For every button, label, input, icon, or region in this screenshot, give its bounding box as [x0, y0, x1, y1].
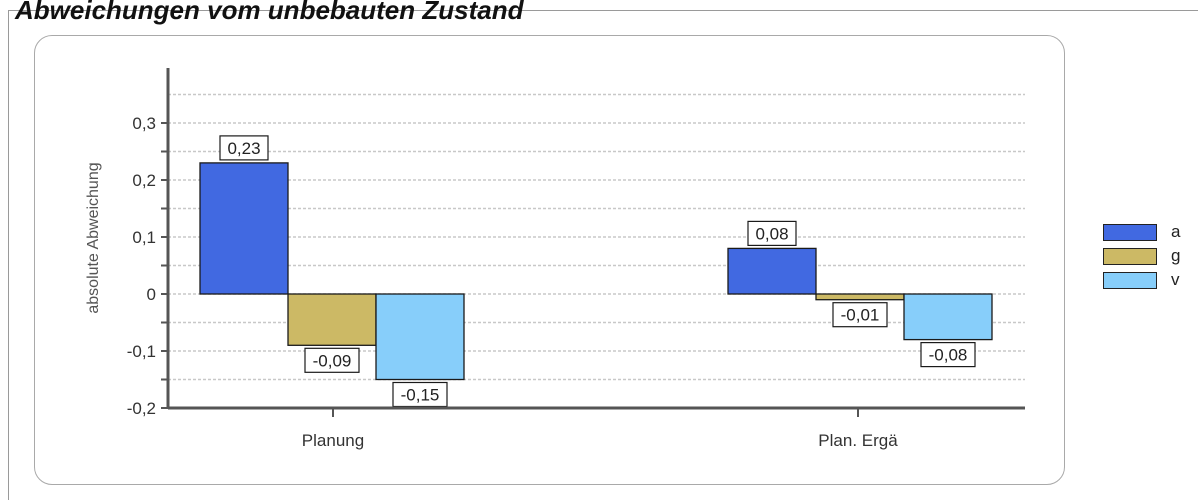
legend: a g v [1103, 220, 1180, 292]
data-label-box [304, 347, 360, 373]
y-axis-label: absolute Abweichung [85, 162, 102, 313]
y-tick-label: 0,1 [132, 228, 156, 247]
legend-swatch-a [1103, 223, 1157, 241]
data-label: -0,09 [313, 351, 352, 370]
data-label-box [920, 342, 976, 368]
bar-v-0 [375, 293, 465, 381]
data-label-box [392, 381, 448, 408]
chart-frame: Abweichungen vom unbebauten Zustand [8, 0, 1198, 500]
bar-g-1 [815, 293, 905, 301]
data-label: -0,08 [929, 346, 968, 365]
data-label-box [219, 135, 269, 161]
y-tick-label: -0,2 [127, 399, 156, 418]
data-label: -0,15 [401, 386, 440, 405]
y-tick-label: 0,2 [132, 171, 156, 190]
bar-v-1 [903, 293, 993, 341]
data-label-box [747, 220, 797, 246]
legend-item-v: v [1103, 268, 1180, 292]
legend-swatch-v [1103, 271, 1157, 289]
y-tick-label: 0,3 [132, 114, 156, 133]
data-label: 0,08 [755, 224, 788, 243]
legend-label-a: a [1171, 222, 1181, 241]
legend-item-g: g [1103, 244, 1180, 268]
legend-label-v: v [1171, 270, 1180, 289]
y-tick-label: 0 [147, 285, 156, 304]
bar-a-1 [727, 247, 817, 295]
data-label-box [832, 302, 888, 328]
data-label: -0,01 [841, 306, 880, 325]
x-tick-label: Plan. Ergä [818, 431, 898, 450]
bar-g-0 [287, 293, 377, 346]
legend-label-g: g [1171, 246, 1181, 265]
legend-item-a: a [1103, 220, 1180, 244]
x-tick-label: Planung [302, 431, 364, 450]
chart-title: Abweichungen vom unbebauten Zustand [15, 0, 524, 25]
y-tick-label: -0,1 [127, 342, 156, 361]
legend-swatch-g [1103, 247, 1157, 265]
data-label: 0,23 [227, 139, 260, 158]
bar-a-0 [199, 162, 289, 295]
